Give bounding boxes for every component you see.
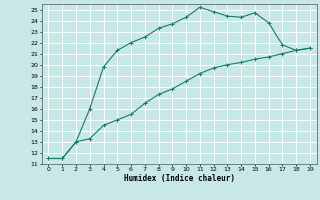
X-axis label: Humidex (Indice chaleur): Humidex (Indice chaleur) xyxy=(124,174,235,183)
